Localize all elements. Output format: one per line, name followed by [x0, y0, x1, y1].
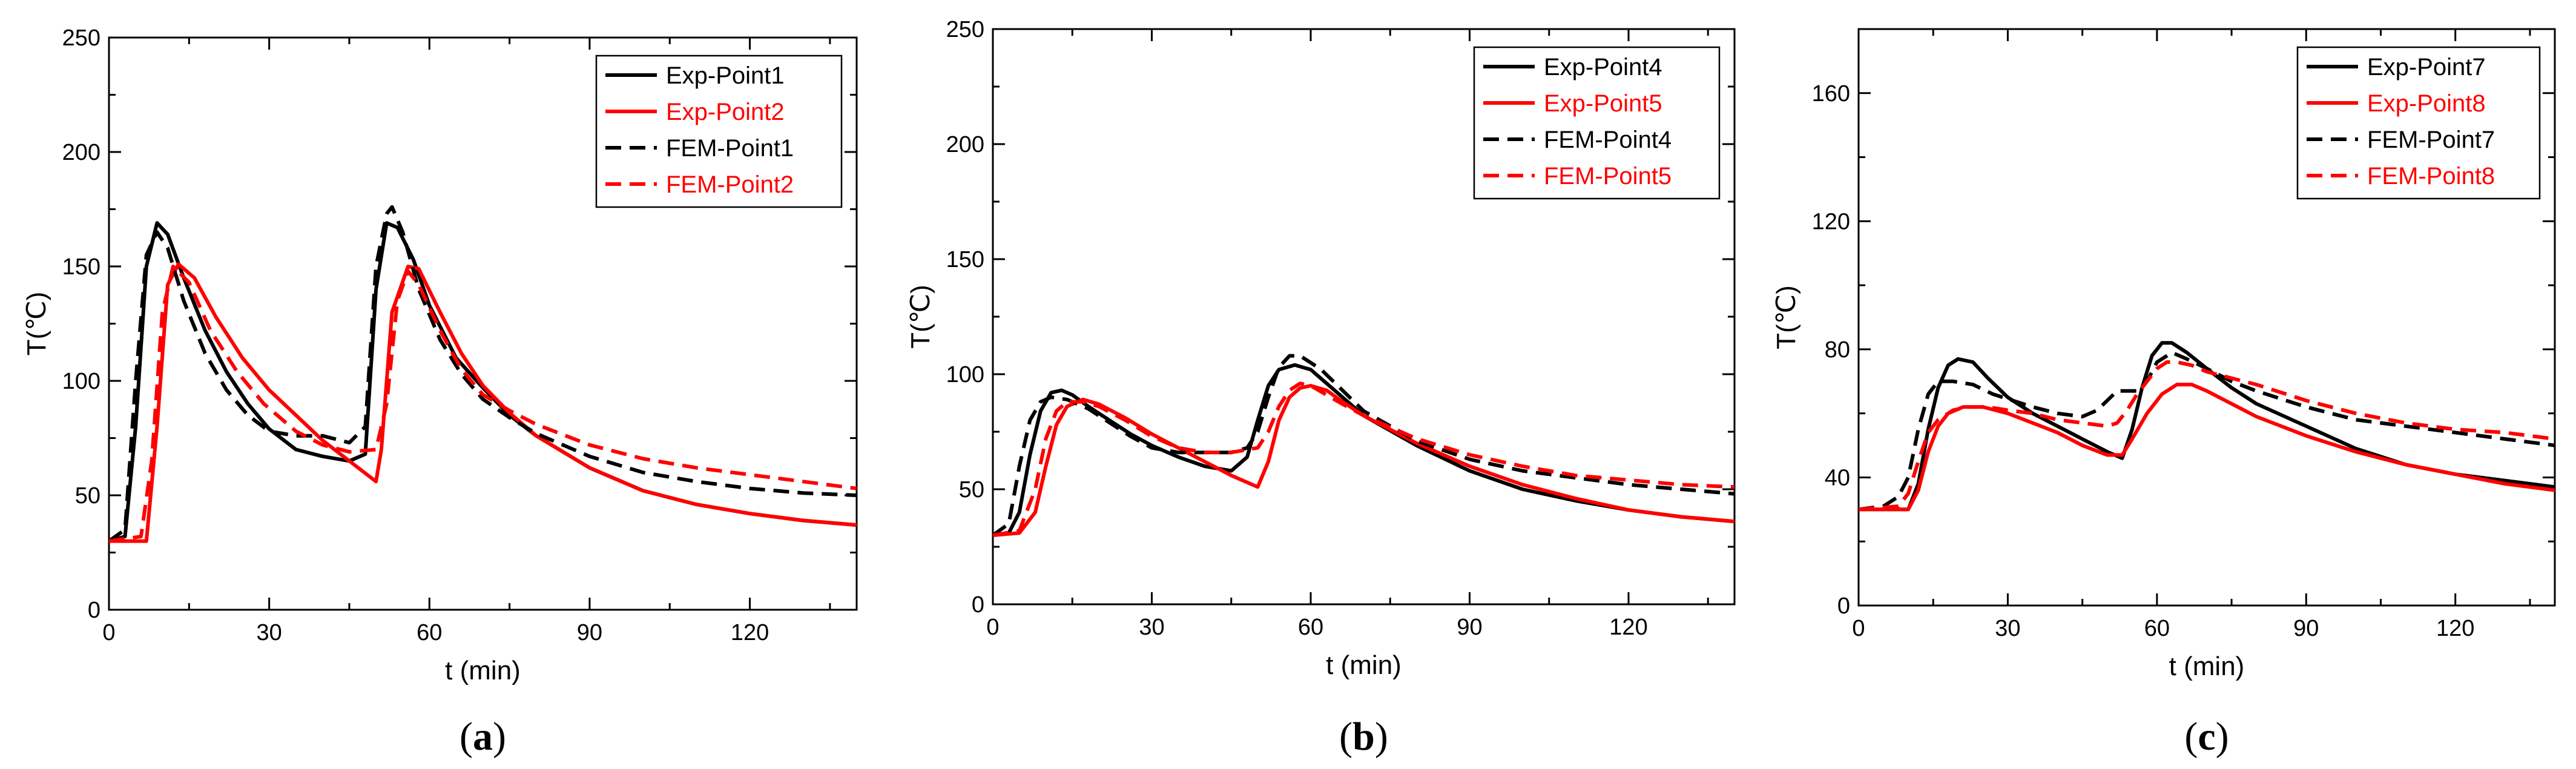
x-tick-label: 30	[257, 620, 282, 645]
legend-box	[2296, 46, 2541, 200]
panel-label-close: )	[1375, 715, 1388, 759]
y-tick-label: 50	[75, 483, 100, 509]
y-tick-label: 40	[1825, 465, 1850, 490]
x-tick-label: 120	[731, 620, 769, 645]
x-axis-title: t (min)	[2169, 652, 2245, 681]
x-tick-label: 60	[417, 620, 442, 645]
y-tick-label: 200	[62, 140, 100, 165]
series-line-fem-point5	[993, 381, 1734, 537]
panel-label-open: (	[1339, 715, 1352, 759]
series-line-exp-point1	[109, 221, 857, 543]
legend-label: Exp-Point8	[2367, 90, 2486, 117]
y-tick-label: 80	[1825, 337, 1850, 363]
panel-label-close: )	[493, 715, 506, 759]
y-axis-title: T(℃)	[1771, 285, 1801, 349]
y-tick-label: 100	[62, 369, 100, 394]
legend-box	[595, 54, 843, 208]
legend-label: FEM-Point1	[666, 135, 794, 162]
legend-label: FEM-Point5	[1544, 163, 1672, 190]
x-tick-label: 30	[1139, 615, 1164, 640]
y-axis-title: T(℃)	[22, 292, 51, 356]
chart-panel-b: 0 30 60 90 120 0 50 100 150 200 250 t (min) T(℃) Exp-…	[906, 17, 1736, 759]
x-tick-label: 120	[2436, 616, 2474, 641]
x-axis-title: t (min)	[445, 656, 521, 685]
series-lines	[993, 354, 1734, 537]
series-line-exp-point4	[993, 363, 1734, 537]
legend-label: FEM-Point7	[2367, 127, 2495, 153]
legend-label: FEM-Point2	[666, 171, 794, 198]
y-tick-label: 0	[972, 592, 984, 618]
legend-label: Exp-Point1	[666, 62, 785, 89]
panel-label-open: (	[2184, 715, 2198, 759]
series-line-fem-point4	[993, 354, 1734, 537]
series-line-exp-point2	[109, 262, 857, 543]
x-tick-label: 90	[1457, 615, 1482, 640]
y-tick-label: 0	[1837, 593, 1850, 619]
y-tick-label: 160	[1812, 81, 1850, 107]
y-tick-label: 250	[62, 25, 100, 51]
legend: Exp-Point7 Exp-Point8 FEM-Point7 FEM-Point8	[2296, 46, 2541, 200]
series-line-fem-point2	[109, 265, 857, 543]
x-tick-label: 30	[1995, 616, 2020, 641]
panel-label-open: (	[460, 715, 473, 759]
y-tick-label: 100	[946, 362, 984, 388]
x-tick-label: 90	[2293, 616, 2319, 641]
y-tick-label: 120	[1812, 209, 1850, 234]
panel-label: (c)	[2184, 715, 2228, 759]
panel-label-letter: a	[473, 715, 493, 759]
panel-label-close: )	[2216, 715, 2229, 759]
y-axis-title: T(℃)	[906, 285, 935, 349]
legend-box	[1473, 46, 1721, 200]
series-lines	[1859, 341, 2555, 512]
y-tick-label: 50	[959, 477, 984, 503]
plot-frame	[1857, 28, 2556, 607]
legend-label: FEM-Point8	[2367, 163, 2495, 190]
x-axis-title: t (min)	[1326, 650, 1402, 680]
x-tick-label: 90	[577, 620, 602, 645]
series-line-fem-point8	[1859, 360, 2555, 512]
x-tick-label: 60	[2144, 616, 2170, 641]
x-tick-label: 120	[1609, 615, 1647, 640]
panel-label-letter: b	[1352, 715, 1375, 759]
legend-label: Exp-Point2	[666, 99, 785, 125]
series-line-exp-point5	[993, 384, 1734, 537]
chart-panel-c: 0 30 60 90 120 0 40 80 120 160 t (min) T(℃) Exp-Poin…	[1771, 28, 2556, 759]
legend: Exp-Point1 Exp-Point2 FEM-Point1 FEM-Point2	[595, 54, 843, 208]
legend-label: Exp-Point4	[1544, 54, 1662, 81]
x-tick-label: 60	[1298, 615, 1323, 640]
x-tick-label: 0	[986, 615, 999, 640]
x-tick-label: 0	[102, 620, 115, 645]
legend-label: Exp-Point5	[1544, 90, 1662, 117]
y-tick-label: 150	[946, 247, 984, 272]
y-tick-label: 250	[946, 17, 984, 42]
chart-panel-a: 0 30 60 90 120 0 50 100 150 200 250 t (min) T(℃) Exp-…	[22, 25, 858, 759]
series-line-fem-point7	[1859, 351, 2555, 512]
y-tick-label: 0	[88, 598, 100, 623]
legend: Exp-Point4 Exp-Point5 FEM-Point4 FEM-Point5	[1473, 46, 1721, 200]
panel-label: (b)	[1339, 715, 1388, 759]
series-line-exp-point8	[1859, 383, 2555, 512]
series-lines	[109, 205, 857, 543]
panel-label: (a)	[460, 715, 506, 759]
panel-label-letter: c	[2198, 715, 2215, 759]
y-tick-label: 200	[946, 132, 984, 157]
x-tick-label: 0	[1852, 616, 1865, 641]
series-line-fem-point1	[109, 205, 857, 543]
legend-label: FEM-Point4	[1544, 127, 1672, 153]
y-tick-label: 150	[62, 254, 100, 280]
legend-label: Exp-Point7	[2367, 54, 2486, 81]
